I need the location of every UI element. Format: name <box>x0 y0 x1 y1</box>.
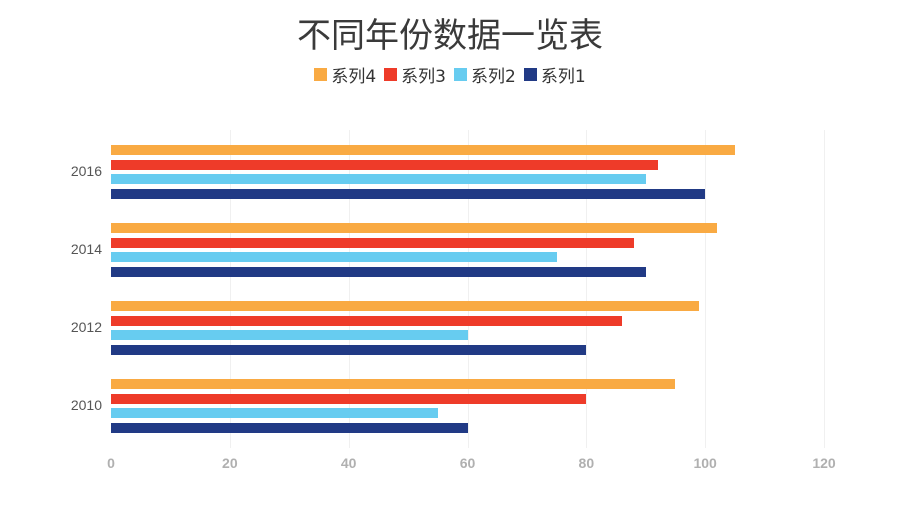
legend-label: 系列3 <box>401 67 446 87</box>
gridline <box>705 130 707 448</box>
plot-area <box>111 130 825 448</box>
bar-2010-系列4[interactable] <box>111 379 676 389</box>
bar-2014-系列2[interactable] <box>111 252 557 262</box>
legend-swatch <box>384 68 398 81</box>
gridline <box>586 130 588 448</box>
legend-label: 系列2 <box>471 67 516 87</box>
bar-2010-系列2[interactable] <box>111 408 438 418</box>
y-tick-label: 2012 <box>70 319 102 335</box>
bar-2012-系列4[interactable] <box>111 301 700 311</box>
bar-2012-系列2[interactable] <box>111 330 468 340</box>
gridline <box>229 130 231 448</box>
bar-2012-系列3[interactable] <box>111 315 622 326</box>
chart-title: 不同年份数据一览表 <box>297 16 603 56</box>
legend-swatch <box>314 68 328 81</box>
gridline <box>348 130 350 448</box>
legend-label: 系列1 <box>540 67 586 87</box>
gridline <box>824 130 825 448</box>
x-tick-label: 40 <box>340 455 357 471</box>
bar-2010-系列1[interactable] <box>111 422 468 433</box>
y-tick-label: 2014 <box>70 241 102 257</box>
y-tick-label: 2010 <box>70 397 102 413</box>
bar-2016-系列3[interactable] <box>111 159 658 170</box>
bar-2016-系列1[interactable] <box>111 188 706 199</box>
bar-2016-系列4[interactable] <box>111 145 735 155</box>
x-tick-label: 0 <box>107 455 115 471</box>
x-tick-label: 20 <box>222 455 238 471</box>
bar-2014-系列1[interactable] <box>111 266 646 277</box>
x-tick-label: 60 <box>459 455 476 471</box>
x-tick-label: 80 <box>578 455 595 471</box>
bar-2016-系列2[interactable] <box>111 174 646 184</box>
y-tick-label: 2016 <box>70 163 102 179</box>
bar-2010-系列3[interactable] <box>111 393 587 404</box>
x-tick-label: 100 <box>693 455 717 471</box>
legend-item-series2[interactable]: 系列2 <box>454 62 516 87</box>
legend: 系列4 系列3 系列2 系列1 <box>0 62 900 87</box>
bar-2014-系列4[interactable] <box>111 223 718 233</box>
bar-2014-系列3[interactable] <box>111 237 634 248</box>
bar-2012-系列1[interactable] <box>111 344 587 355</box>
gridline <box>467 130 469 448</box>
legend-item-series4[interactable]: 系列4 <box>314 62 376 87</box>
x-tick-label: 120 <box>812 455 836 471</box>
legend-swatch <box>523 68 537 81</box>
legend-item-series3[interactable]: 系列3 <box>384 62 446 87</box>
legend-swatch <box>454 68 467 81</box>
legend-label: 系列4 <box>331 67 377 87</box>
legend-item-series1[interactable]: 系列1 <box>523 62 586 87</box>
